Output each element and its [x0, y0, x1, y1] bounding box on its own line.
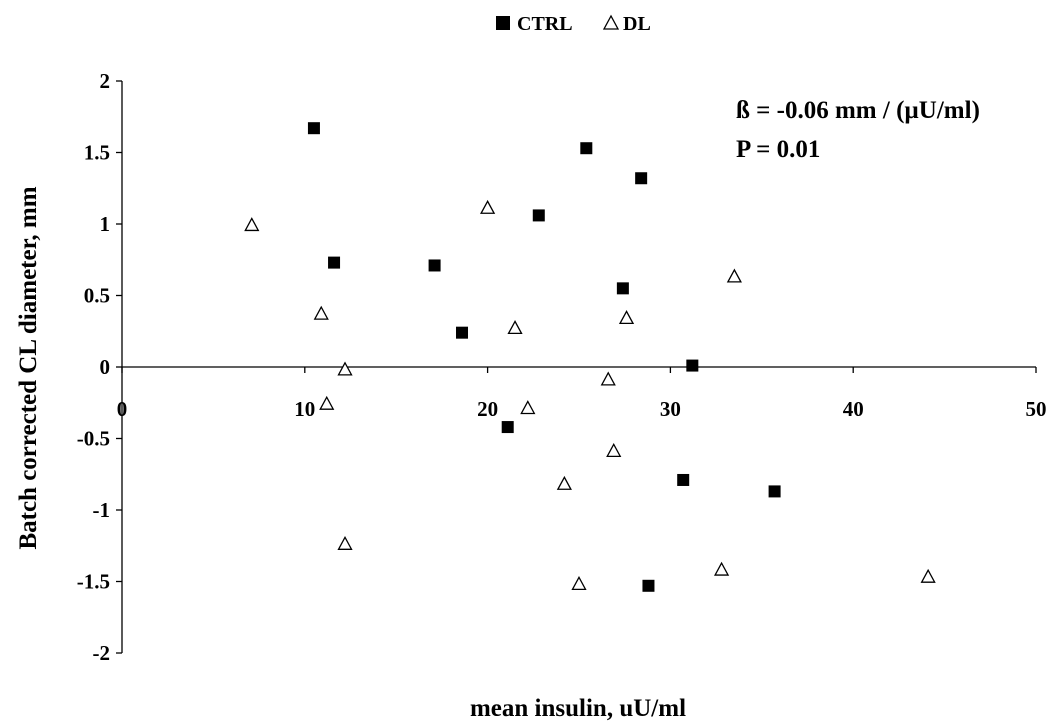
data-point-dl	[600, 371, 616, 386]
x-tick-label: 10	[294, 397, 315, 421]
data-point-ctrl	[532, 209, 545, 222]
y-tick-label: 0.5	[84, 284, 110, 308]
y-tick-label: -1	[93, 498, 111, 522]
data-point-ctrl	[635, 172, 648, 185]
legend-marker-dl	[602, 14, 620, 30]
x-tick-label: 40	[843, 397, 864, 421]
x-tick-label: 30	[660, 397, 681, 421]
data-point-ctrl	[428, 259, 441, 272]
legend-label-ctrl: CTRL	[517, 13, 573, 35]
data-point-dl	[726, 268, 742, 283]
data-point-ctrl	[768, 485, 781, 498]
data-point-dl	[713, 561, 730, 576]
x-tick-label: 50	[1026, 397, 1047, 421]
data-point-ctrl	[328, 256, 341, 269]
data-point-dl	[337, 535, 353, 550]
data-point-dl	[313, 305, 329, 320]
y-tick-label: 1	[100, 212, 111, 236]
data-point-ctrl	[580, 142, 593, 155]
y-tick-label: -0.5	[77, 427, 110, 451]
data-point-dl	[319, 395, 335, 410]
legend-marker-ctrl	[496, 16, 510, 30]
y-tick-label: -1.5	[77, 570, 110, 594]
data-point-dl	[618, 310, 635, 325]
data-point-dl	[507, 320, 523, 335]
legend: CTRL DL	[496, 13, 651, 35]
y-tick-label: 0	[100, 355, 111, 379]
legend-label-dl: DL	[623, 13, 651, 35]
y-axis-title: Batch corrected CL diameter, mm	[15, 186, 42, 549]
x-axis-title: mean insulin, uU/ml	[470, 695, 686, 722]
y-tick-label: 2	[100, 69, 111, 93]
data-point-ctrl	[677, 473, 690, 486]
data-point-dl	[337, 361, 353, 376]
data-point-ctrl	[642, 579, 655, 592]
data-point-ctrl	[456, 326, 469, 339]
annotation-p-value: P = 0.01	[736, 136, 820, 163]
data-point-dl	[244, 217, 260, 232]
x-tick-label: 0	[117, 397, 128, 421]
data-points	[244, 122, 936, 592]
data-point-ctrl	[307, 122, 320, 135]
y-tick-label: -2	[93, 641, 111, 665]
data-point-dl	[571, 575, 587, 591]
data-point-ctrl	[686, 359, 699, 372]
data-point-ctrl	[616, 282, 629, 295]
x-tick-label: 20	[477, 397, 498, 421]
data-point-dl	[520, 400, 536, 415]
annotation-beta: ß = -0.06 mm / (µU/ml)	[736, 97, 980, 124]
y-tick-label: 1.5	[84, 141, 110, 165]
data-point-dl	[920, 568, 936, 583]
data-point-dl	[556, 475, 572, 490]
data-point-dl	[480, 199, 496, 214]
tick-labels: 2 1.5 1 0.5 0 -0.5 -1 -1.5 -2 0 10 20 30 40 50	[77, 69, 1047, 665]
axes	[116, 80, 1037, 654]
data-point-ctrl	[501, 421, 514, 434]
data-point-dl	[606, 443, 622, 458]
